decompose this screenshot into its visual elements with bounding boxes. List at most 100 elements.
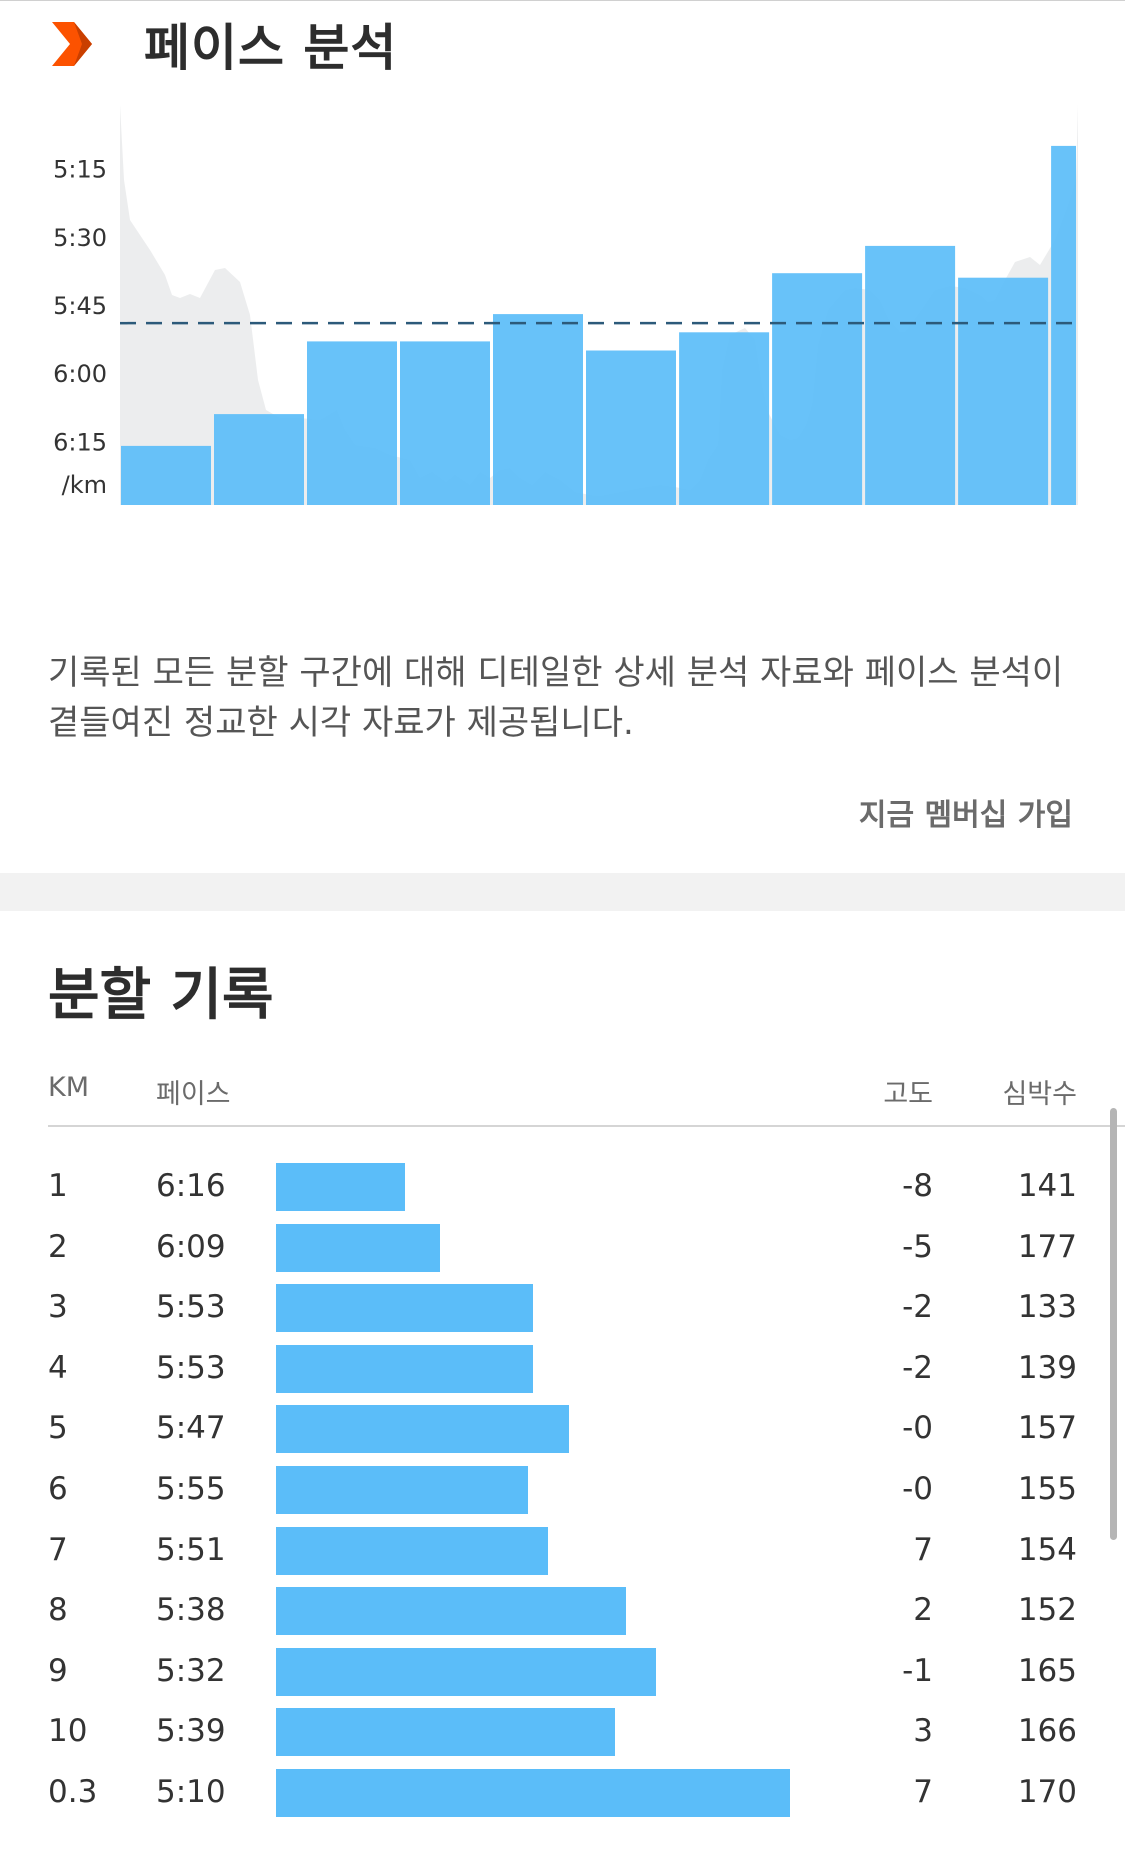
split-pace: 5:53	[156, 1349, 226, 1386]
split-heart-rate: 166	[1017, 1713, 1077, 1750]
pace-bar-km-0.3	[1051, 145, 1076, 505]
splits-title: 분할 기록	[48, 963, 274, 1028]
column-header-elevation: 고도	[883, 1079, 933, 1110]
split-heart-rate: 154	[1017, 1531, 1077, 1568]
split-heart-rate: 165	[1017, 1652, 1077, 1689]
split-heart-rate: 170	[1017, 1774, 1077, 1810]
pace-bar-km-6	[586, 350, 676, 505]
split-pace-bar	[276, 1587, 626, 1636]
split-pace-bar	[276, 1344, 533, 1393]
split-pace-bar	[276, 1708, 615, 1757]
split-pace: 5:10	[156, 1774, 226, 1810]
split-elevation: -2	[902, 1349, 933, 1386]
split-pace: 5:39	[156, 1713, 226, 1750]
pace-bar-km-9	[865, 245, 956, 505]
split-pace: 5:53	[156, 1289, 226, 1326]
split-pace: 5:38	[156, 1592, 226, 1629]
column-header-pace: 페이스	[156, 1079, 231, 1110]
pace-analysis-description: 기록된 모든 분할 구간에 대해 디테일한 상세 분석 자료와 페이스 분석이 …	[48, 653, 1064, 743]
pace-bar-km-4	[400, 341, 490, 505]
split-pace-bar	[276, 1466, 528, 1514]
split-km: 3	[48, 1289, 68, 1326]
split-km: 1	[48, 1168, 68, 1204]
split-pace-bar	[276, 1769, 790, 1817]
y-tick-label: 5:45	[53, 292, 107, 320]
split-pace-bar	[276, 1284, 533, 1333]
split-pace-bar	[276, 1405, 569, 1454]
split-km: 6	[48, 1471, 68, 1507]
split-row: 8 5:38 2 152	[0, 1584, 1125, 1644]
chevron-right-icon	[52, 22, 92, 66]
split-elevation: -0	[902, 1471, 933, 1507]
split-km: 4	[48, 1349, 68, 1386]
join-membership-link[interactable]: 지금 멤버십 가입	[858, 798, 1073, 833]
split-km: 5	[48, 1410, 68, 1447]
split-km: 10	[48, 1713, 88, 1750]
pace-bar-km-5	[493, 314, 583, 505]
split-elevation: 2	[913, 1592, 933, 1629]
split-heart-rate: 155	[1017, 1471, 1077, 1507]
split-pace: 5:55	[156, 1471, 226, 1507]
split-km: 0.3	[48, 1774, 98, 1810]
split-pace-bar	[276, 1647, 656, 1696]
split-row: 2 6:09 -5 177	[0, 1221, 1125, 1281]
split-row: 1 6:16 -8 141	[0, 1160, 1125, 1220]
pace-chart: 5:15 5:30 5:45 6:00 6:15/km	[0, 100, 1125, 620]
pace-bar-km-1	[121, 445, 211, 505]
split-row: 7 5:51 7 154	[0, 1524, 1125, 1584]
header-divider	[48, 1125, 1125, 1127]
split-row: 6 5:55 -0 155	[0, 1463, 1125, 1523]
split-heart-rate: 141	[1017, 1168, 1077, 1204]
y-tick-label: 6:15	[53, 428, 107, 456]
split-elevation: 7	[913, 1774, 933, 1810]
split-heart-rate: 139	[1017, 1349, 1077, 1386]
pace-bar-km-7	[679, 332, 770, 505]
split-row: 10 5:39 3 166	[0, 1705, 1125, 1765]
top-divider	[0, 0, 1125, 1]
split-pace: 5:51	[156, 1531, 226, 1568]
split-row: 4 5:53 -2 139	[0, 1342, 1125, 1402]
split-pace: 5:32	[156, 1652, 226, 1689]
pace-bar-km-2	[214, 414, 304, 505]
y-tick-label: 5:30	[53, 224, 107, 252]
split-pace-bar	[276, 1163, 405, 1211]
split-elevation: -5	[902, 1228, 933, 1265]
split-row: 9 5:32 -1 165	[0, 1645, 1125, 1705]
split-pace: 5:47	[156, 1410, 226, 1447]
pace-analysis-title: 페이스 분석	[144, 19, 398, 77]
split-heart-rate: 177	[1017, 1228, 1077, 1265]
split-heart-rate: 157	[1017, 1410, 1077, 1447]
split-elevation: -8	[902, 1168, 933, 1204]
column-header-heart-rate: 심박수	[1002, 1079, 1077, 1110]
split-km: 2	[48, 1228, 68, 1265]
y-unit-label: /km	[62, 471, 107, 499]
pace-bar-km-8	[772, 273, 863, 505]
split-pace-bar	[276, 1223, 440, 1272]
scrollbar[interactable]	[1110, 1108, 1117, 1540]
split-elevation: 7	[913, 1531, 933, 1568]
pace-bar-km-10	[958, 277, 1049, 505]
section-divider	[0, 873, 1125, 911]
pace-bar-km-3	[307, 341, 397, 505]
split-pace-bar	[276, 1526, 548, 1575]
split-km: 9	[48, 1652, 68, 1689]
column-header-km: KM	[48, 1072, 90, 1103]
split-elevation: 3	[913, 1713, 933, 1750]
split-row: 5 5:47 -0 157	[0, 1402, 1125, 1462]
split-heart-rate: 133	[1017, 1289, 1077, 1326]
split-row: 3 5:53 -2 133	[0, 1281, 1125, 1341]
split-km: 7	[48, 1531, 68, 1568]
split-row: 0.3 5:10 7 170	[0, 1766, 1125, 1826]
split-elevation: -1	[902, 1652, 933, 1689]
split-heart-rate: 152	[1017, 1592, 1077, 1629]
split-elevation: -2	[902, 1289, 933, 1326]
split-km: 8	[48, 1592, 68, 1629]
split-pace: 6:09	[156, 1228, 226, 1265]
split-elevation: -0	[902, 1410, 933, 1447]
pace-chart-svg: 5:15 5:30 5:45 6:00 6:15/km	[53, 105, 1078, 505]
y-tick-label: 5:15	[53, 156, 107, 184]
split-pace: 6:16	[156, 1168, 226, 1204]
y-axis-ticks: 5:15 5:30 5:45 6:00 6:15/km	[53, 156, 107, 499]
pace-analysis-header: 페이스 분석	[0, 0, 1125, 90]
y-tick-label: 6:00	[53, 360, 107, 388]
